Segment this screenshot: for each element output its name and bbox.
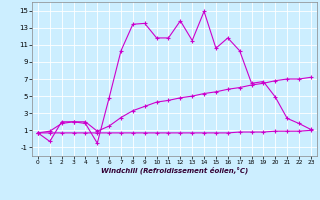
X-axis label: Windchill (Refroidissement éolien,°C): Windchill (Refroidissement éolien,°C) [101,167,248,174]
